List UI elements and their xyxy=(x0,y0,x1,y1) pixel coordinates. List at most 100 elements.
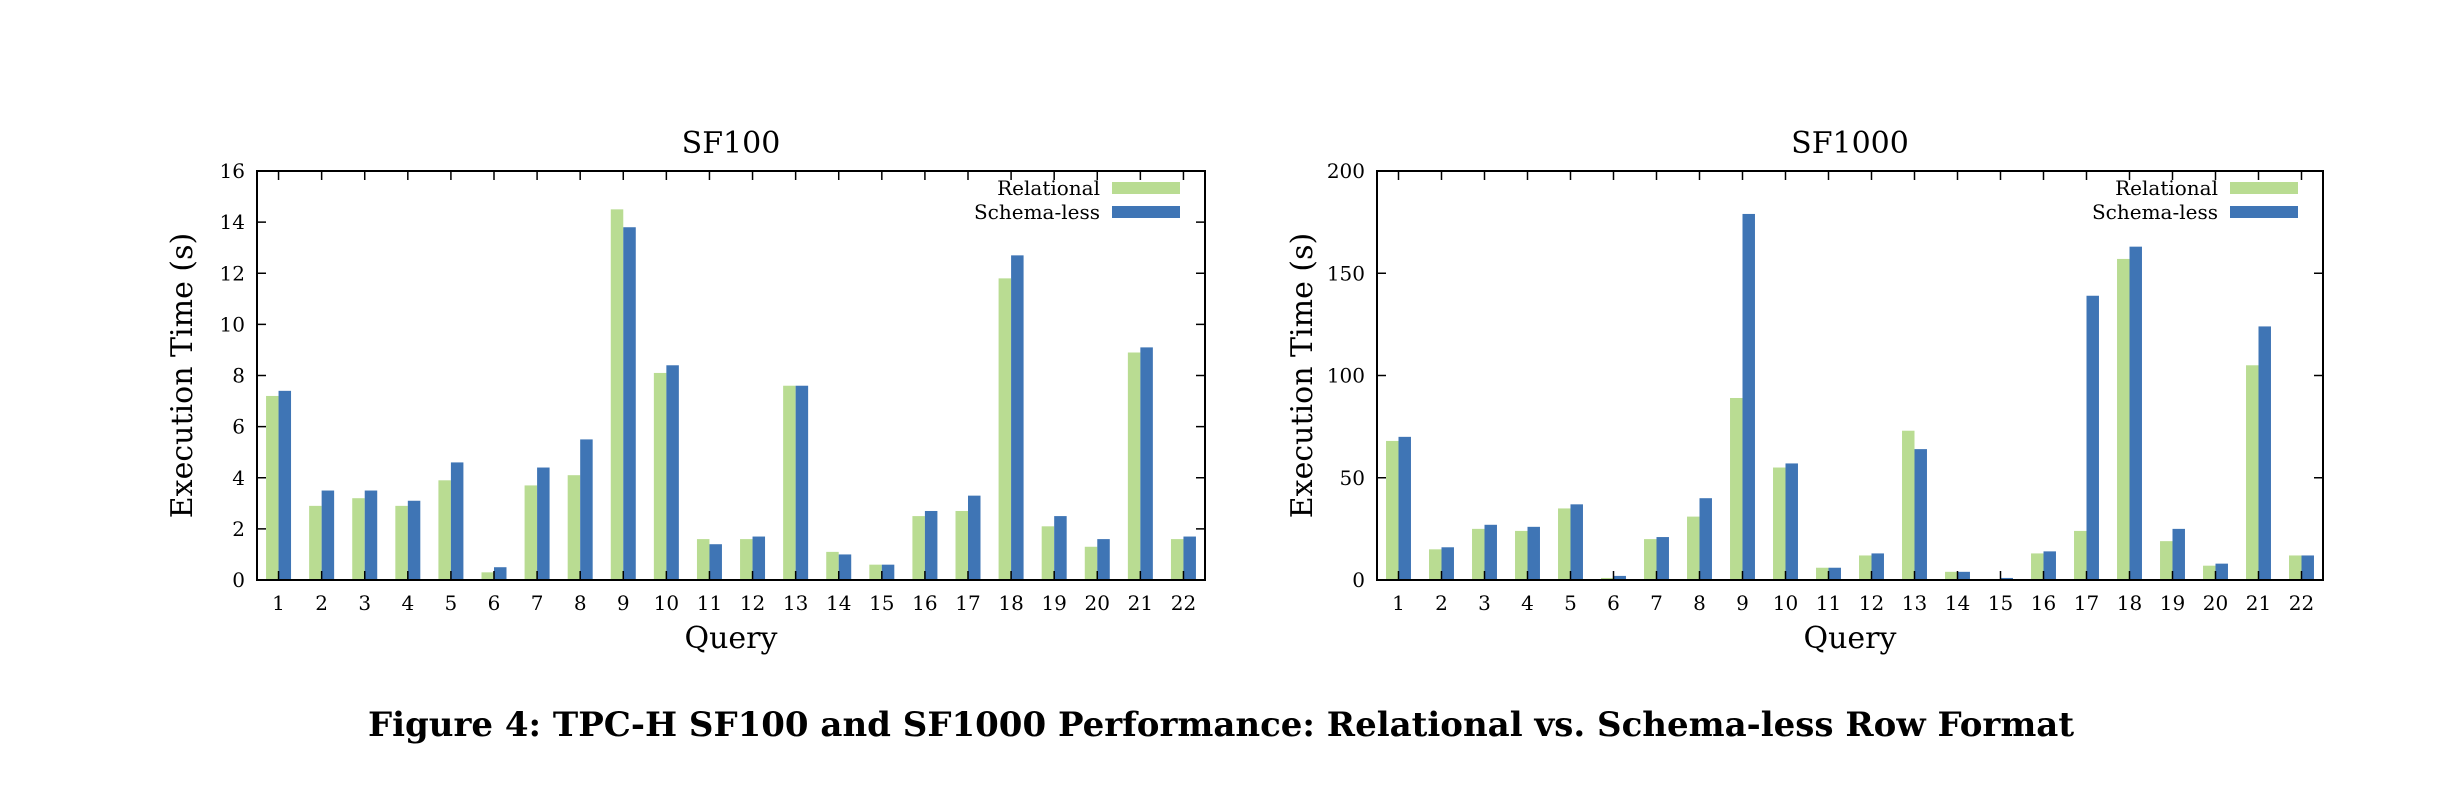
chart-0-legend-swatch-relational xyxy=(1112,182,1180,194)
chart-1-xtick-label: 3 xyxy=(1478,591,1491,615)
chart-0-bar-schemaless-q18 xyxy=(1011,255,1024,580)
chart-1-bar-schemaless-q21 xyxy=(2258,326,2271,580)
chart-0-legend-label-schemaless: Schema-less xyxy=(974,200,1100,224)
chart-1-xtick-label: 11 xyxy=(1816,591,1841,615)
figure-caption: Figure 4: TPC-H SF100 and SF1000 Perform… xyxy=(367,705,2075,745)
chart-1-bar-relational-q13 xyxy=(1902,430,1915,580)
chart-1-xtick-label: 12 xyxy=(1859,591,1884,615)
chart-1-bar-relational-q17 xyxy=(2074,530,2087,580)
chart-1-ytick-label: 150 xyxy=(1327,261,1365,285)
chart-1-bar-schemaless-q3 xyxy=(1484,524,1497,580)
chart-1-xtick-label: 5 xyxy=(1564,591,1577,615)
chart-0-xtick-label: 15 xyxy=(869,591,894,615)
chart-0-ytick-label: 0 xyxy=(232,568,245,592)
chart-0-bar-schemaless-q16 xyxy=(924,510,938,580)
chart-0-bar-relational-q5 xyxy=(438,480,451,580)
chart-0-bar-schemaless-q14 xyxy=(838,554,852,580)
chart-0-xtick-label: 6 xyxy=(488,591,501,615)
chart-0-bar-schemaless-q19 xyxy=(1054,516,1067,580)
chart-1-bar-relational-q10 xyxy=(1773,467,1786,580)
chart-0-xtick-label: 10 xyxy=(654,591,679,615)
chart-0-x-axis-label: Query xyxy=(685,621,778,656)
chart-1-x-axis-label: Query xyxy=(1804,621,1897,656)
chart-0-ytick-label: 6 xyxy=(232,415,245,439)
chart-0-xtick-label: 18 xyxy=(998,591,1023,615)
chart-0-bar-schemaless-q20 xyxy=(1097,539,1110,580)
chart-0-bar-relational-q4 xyxy=(395,505,408,580)
chart-1-xtick-label: 4 xyxy=(1521,591,1534,615)
chart-0-xtick-label: 17 xyxy=(955,591,980,615)
chart-0-ytick-label: 16 xyxy=(220,159,245,183)
chart-0-title: SF100 xyxy=(682,126,781,161)
chart-0-bar-relational-q10 xyxy=(653,372,667,580)
chart-0-y-axis-label: Execution Time (s) xyxy=(165,233,200,518)
chart-0-xtick-label: 16 xyxy=(912,591,937,615)
chart-0-ytick-label: 8 xyxy=(232,364,245,388)
chart-1-bar-relational-q3 xyxy=(1472,528,1485,580)
chart-0-ytick-label: 10 xyxy=(220,312,245,336)
chart-1-bar-schemaless-q8 xyxy=(1699,498,1712,580)
chart-1-bar-schemaless-q2 xyxy=(1441,547,1454,580)
chart-1-bar-schemaless-q20 xyxy=(2215,563,2228,580)
chart-1-xtick-label: 13 xyxy=(1902,591,1927,615)
chart-1-bar-schemaless-q17 xyxy=(2086,295,2099,580)
chart-0-bar-relational-q2 xyxy=(309,505,322,580)
chart-0-bar-relational-q16 xyxy=(912,516,925,580)
chart-1-xtick-label: 6 xyxy=(1607,591,1620,615)
chart-1-xtick-label: 10 xyxy=(1773,591,1798,615)
chart-1-bar-relational-q16 xyxy=(2031,553,2044,580)
chart-0-bar-relational-q6 xyxy=(481,572,494,580)
chart-1-bar-schemaless-q4 xyxy=(1527,526,1540,580)
chart-0-bar-relational-q12 xyxy=(740,539,753,580)
chart-1-bar-relational-q12 xyxy=(1859,555,1872,580)
chart-0-bar-relational-q19 xyxy=(1041,526,1055,580)
chart-0-bar-schemaless-q1 xyxy=(278,390,292,580)
chart-1-xtick-label: 20 xyxy=(2203,591,2228,615)
chart-0-xtick-label: 7 xyxy=(531,591,544,615)
chart-1-bar-relational-q8 xyxy=(1687,516,1700,580)
chart-1-legend-label-schemaless: Schema-less xyxy=(2092,200,2218,224)
chart-0-bar-relational-q3 xyxy=(352,498,365,580)
chart-1-bar-relational-q6 xyxy=(1601,577,1614,580)
chart-1-xtick-label: 22 xyxy=(2289,591,2314,615)
chart-0-xtick-label: 11 xyxy=(697,591,722,615)
chart-0-bar-relational-q11 xyxy=(696,539,710,580)
chart-1-bar-relational-q11 xyxy=(1816,567,1829,580)
chart-0-xtick-label: 19 xyxy=(1041,591,1066,615)
chart-0-legend-swatch-schemaless xyxy=(1112,206,1180,218)
chart-0-xtick-label: 21 xyxy=(1128,591,1153,615)
chart-1-title: SF1000 xyxy=(1791,126,1909,161)
chart-1-xtick-label: 7 xyxy=(1650,591,1663,615)
chart-1-bar-relational-q5 xyxy=(1558,508,1571,580)
chart-1-bar-relational-q14 xyxy=(1945,571,1958,580)
chart-0-bar-relational-q1 xyxy=(266,395,279,580)
chart-0-xtick-label: 5 xyxy=(445,591,458,615)
chart-1-bar-schemaless-q14 xyxy=(1957,571,1970,580)
chart-0-ytick-label: 14 xyxy=(220,210,245,234)
chart-0-bar-schemaless-q4 xyxy=(407,500,421,580)
chart-0-bar-schemaless-q8 xyxy=(580,439,593,580)
chart-0-xtick-label: 9 xyxy=(617,591,630,615)
chart-1-bar-relational-q4 xyxy=(1515,530,1528,580)
chart-0-bar-schemaless-q11 xyxy=(709,544,722,580)
chart-1-xtick-label: 16 xyxy=(2031,591,2056,615)
chart-0-xtick-label: 13 xyxy=(783,591,808,615)
chart-0-bar-schemaless-q10 xyxy=(666,365,679,580)
chart-0-xtick-label: 4 xyxy=(401,591,414,615)
chart-1-xtick-label: 18 xyxy=(2117,591,2142,615)
chart-1-bar-relational-q20 xyxy=(2203,565,2216,580)
chart-1-bar-relational-q9 xyxy=(1730,397,1743,580)
chart-0-xtick-label: 22 xyxy=(1171,591,1196,615)
chart-1-xtick-label: 2 xyxy=(1435,591,1448,615)
chart-0-ytick-label: 12 xyxy=(220,261,245,285)
chart-1-bar-schemaless-q16 xyxy=(2043,551,2056,580)
chart-0-bar-schemaless-q12 xyxy=(752,536,766,580)
chart-1-xtick-label: 1 xyxy=(1392,591,1405,615)
chart-1-legend-swatch-schemaless xyxy=(2230,206,2298,218)
chart-1-legend-label-relational: Relational xyxy=(2115,176,2218,200)
chart-0-bar-relational-q14 xyxy=(826,551,839,580)
